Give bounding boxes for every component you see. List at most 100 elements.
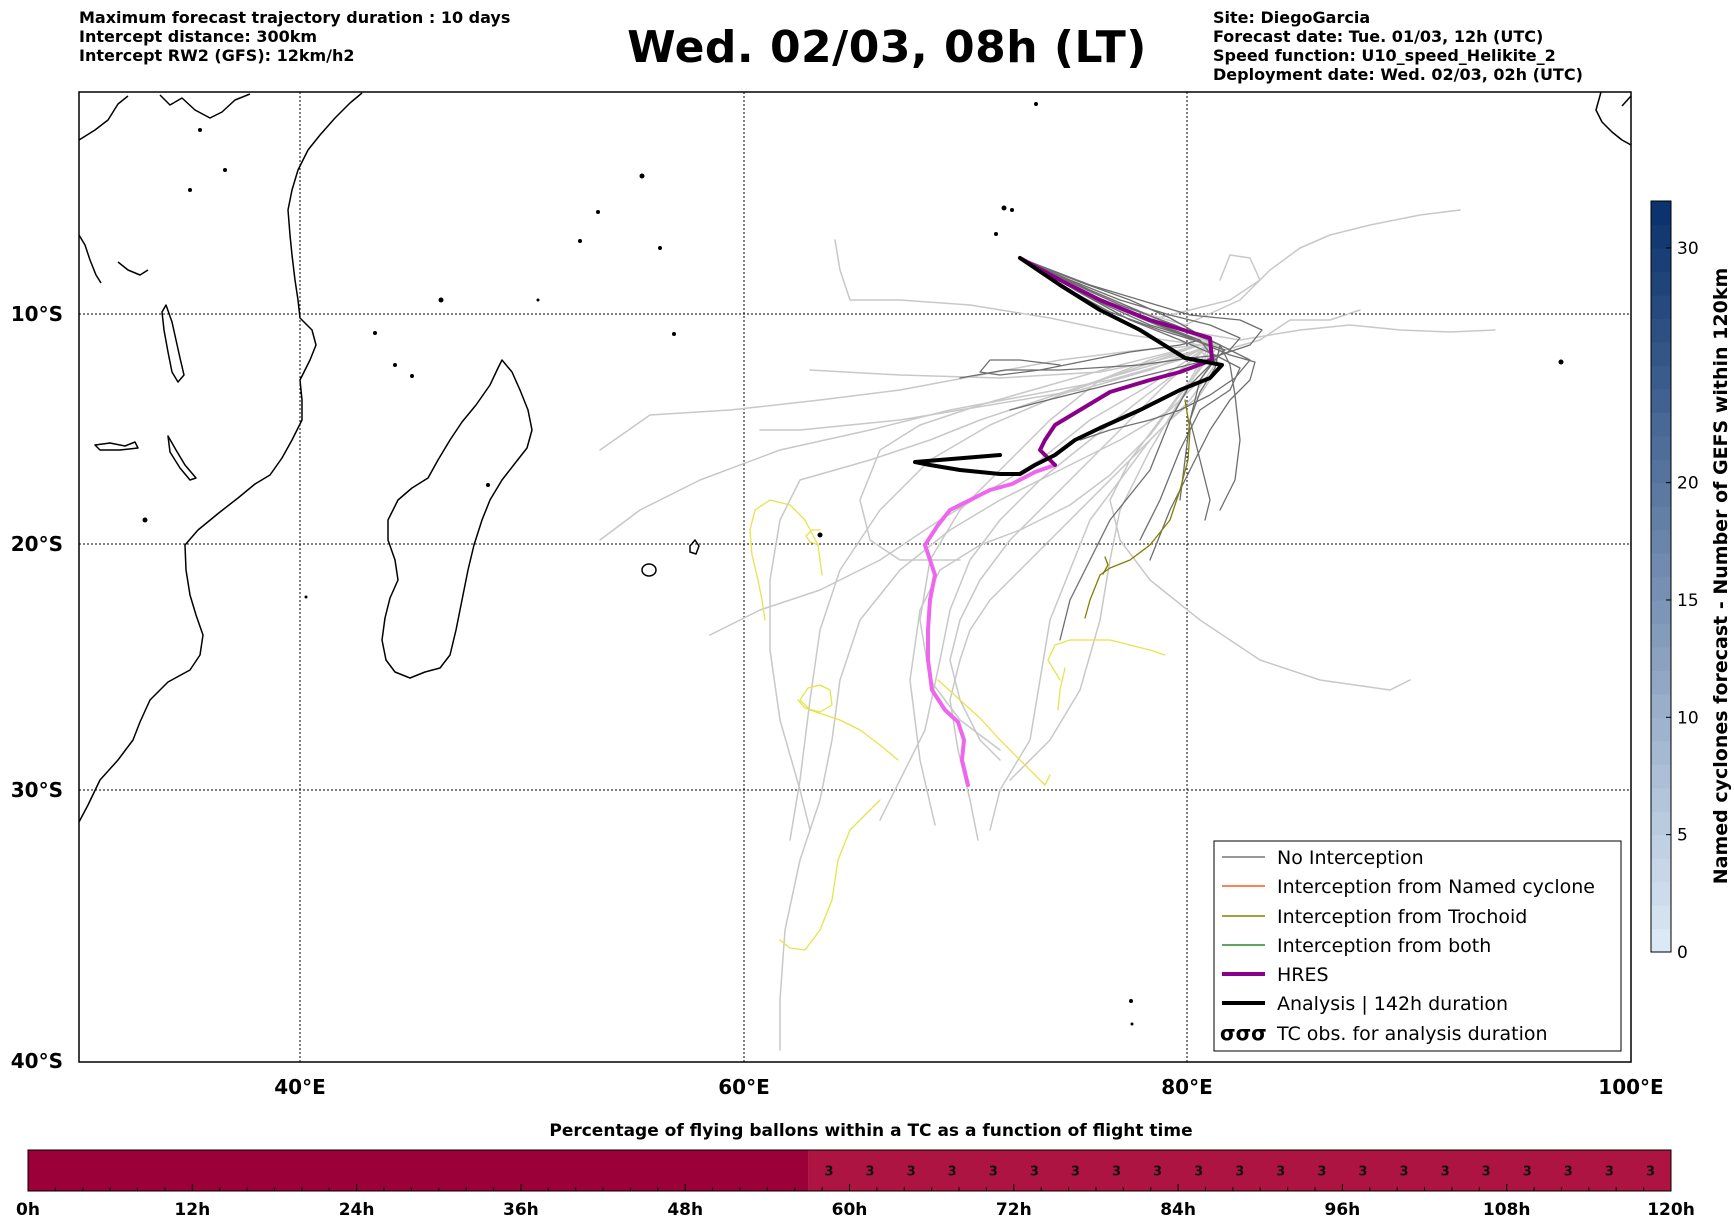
timebar-cell-value: 3 [989, 1165, 998, 1180]
colorbar-cell [1651, 318, 1671, 343]
colorbar-cell [1651, 834, 1671, 859]
colorbar-cell [1651, 506, 1671, 531]
lat-label-10: 10°S [11, 302, 63, 326]
legend-label-both: Interception from both [1277, 935, 1491, 957]
lat-label-40: 40°S [11, 1049, 63, 1073]
colorbar-cell [1651, 623, 1671, 648]
timebar-cell-value: 3 [1482, 1165, 1491, 1180]
madagascar-coastline [381, 359, 533, 679]
timebar-empty-segment [28, 1150, 809, 1191]
tc-symbol-icon: σσσ [1220, 1021, 1267, 1045]
arabia-coastline [79, 93, 251, 141]
colorbar-cell [1651, 553, 1671, 578]
colorbar-cell [1651, 905, 1671, 930]
colorbar-cell [1651, 599, 1671, 625]
colorbar-cell [1651, 388, 1671, 413]
colorbar-tick-label: 20 [1677, 474, 1699, 494]
colorbar-cell [1651, 294, 1671, 319]
legend-entry-tc-obs: σσσ TC obs. for analysis duration [1220, 1021, 1548, 1045]
legend-label-analysis: Analysis | 142h duration [1277, 993, 1508, 1015]
legend-box [1213, 840, 1622, 1052]
timebar-tick-label: 108h [1483, 1200, 1531, 1220]
colorbar-cell [1651, 271, 1671, 296]
timebar-cell-value: 3 [1112, 1165, 1121, 1180]
timebar-cell-value: 3 [1646, 1165, 1655, 1180]
deployment-date-text: Deployment date: Wed. 02/03, 02h (UTC) [1213, 65, 1583, 84]
analysis-trajectory [913, 256, 1224, 476]
colorbar-cell [1651, 928, 1671, 953]
trajectories [599, 209, 1496, 1051]
hres-trajectory-pink [923, 463, 1057, 787]
timebar-tick-label: 120h [1647, 1200, 1695, 1220]
legend-label-trochoid: Interception from Trochoid [1277, 906, 1527, 928]
legend-label-no-interception: No Interception [1277, 847, 1424, 869]
colorbar-label: Named cyclones forecast - Number of GEFS… [1710, 268, 1732, 885]
lon-label-40: 40°E [274, 1075, 326, 1099]
timebar-tick-label: 48h [667, 1200, 703, 1220]
timebar-cell-value: 3 [1523, 1165, 1532, 1180]
cyclone-colorbar: 0 5 10 15 20 30 Named cyclones forecast - Num… [1650, 200, 1732, 963]
timebar-tick-label: 96h [1325, 1200, 1361, 1220]
legend-label-named-cyclone: Interception from Named cyclone [1277, 876, 1595, 898]
colorbar-cell [1651, 412, 1671, 437]
timebar-cell-value: 3 [1194, 1165, 1203, 1180]
timebar-tick-label: 72h [996, 1200, 1032, 1220]
timebar-cell-value: 3 [1605, 1165, 1614, 1180]
timebar-cell-value: 3 [907, 1165, 916, 1180]
page-title: Wed. 02/03, 08h (LT) [627, 22, 1147, 73]
legend: No Interception Interception from Named … [1213, 840, 1622, 1052]
legend-entry-analysis: Analysis | 142h duration [1222, 993, 1508, 1015]
timebar-tick-label: 0h [16, 1200, 40, 1220]
graticule [79, 92, 1631, 1062]
colorbar-cell [1651, 529, 1671, 554]
colorbar-cell [1651, 811, 1671, 836]
colorbar-cell [1651, 365, 1671, 390]
colorbar-cell [1651, 482, 1671, 507]
australia-coastline [1595, 92, 1631, 146]
legend-entry-named-cyclone: Interception from Named cyclone [1222, 876, 1595, 898]
legend-entry-hres: HRES [1222, 964, 1329, 986]
timebar-cell-value: 3 [1153, 1165, 1162, 1180]
timebar-cell-value: 3 [1276, 1165, 1285, 1180]
reunion-island [641, 563, 657, 577]
colorbar-tick-label: 0 [1677, 943, 1688, 963]
lon-label-100: 100°E [1598, 1075, 1663, 1099]
colorbar-tick-label: 15 [1677, 591, 1699, 611]
colorbar-tick-label: 5 [1677, 826, 1688, 846]
colorbar-cell [1651, 740, 1671, 765]
legend-entry-no-interception: No Interception [1222, 847, 1424, 869]
timebar-cell-value: 3 [1235, 1165, 1244, 1180]
colorbar-cell [1651, 247, 1671, 273]
timebar-cell-value: 3 [1071, 1165, 1080, 1180]
hres-trajectory-purple [1018, 256, 1214, 467]
timebar-filled-segment [808, 1150, 1671, 1191]
yellow-trajectories [749, 499, 1166, 951]
timebar-cell-value: 3 [1358, 1165, 1367, 1180]
timebar-cell-value: 3 [1441, 1165, 1450, 1180]
intercept-rw2-text: Intercept RW2 (GFS): 12km/h2 [79, 46, 355, 65]
lon-label-80: 80°E [1161, 1075, 1213, 1099]
legend-label-tc-obs: TC obs. for analysis duration [1276, 1023, 1548, 1045]
colorbar-cell [1651, 201, 1671, 226]
timebar-cell-value: 3 [824, 1165, 833, 1180]
colorbar-cell [1651, 576, 1671, 601]
timebar-cell-value: 3 [1399, 1165, 1408, 1180]
trajectory-duration-text: Maximum forecast trajectory duration : 1… [79, 8, 511, 27]
timebar-tick-label: 60h [832, 1200, 868, 1220]
lake-coastline [161, 304, 185, 383]
coastlines [79, 92, 1631, 1026]
timebar-tick-label: 36h [503, 1200, 539, 1220]
colorbar-cell [1651, 224, 1671, 249]
olive-trajectories [1084, 399, 1191, 619]
legend-label-hres: HRES [1277, 964, 1329, 986]
timebar-cell-value: 3 [1030, 1165, 1039, 1180]
axis-labels: 40°E 60°E 80°E 100°E 10°S 20°S 30°S 40°S [11, 302, 1664, 1099]
colorbar-cell [1651, 858, 1671, 883]
colorbar-cell [1651, 717, 1671, 742]
lon-label-60: 60°E [718, 1075, 770, 1099]
lat-label-30: 30°S [11, 778, 63, 802]
lake-coastline-3 [167, 435, 197, 481]
africa-coastline [79, 92, 363, 823]
colorbar-cell [1651, 459, 1671, 484]
